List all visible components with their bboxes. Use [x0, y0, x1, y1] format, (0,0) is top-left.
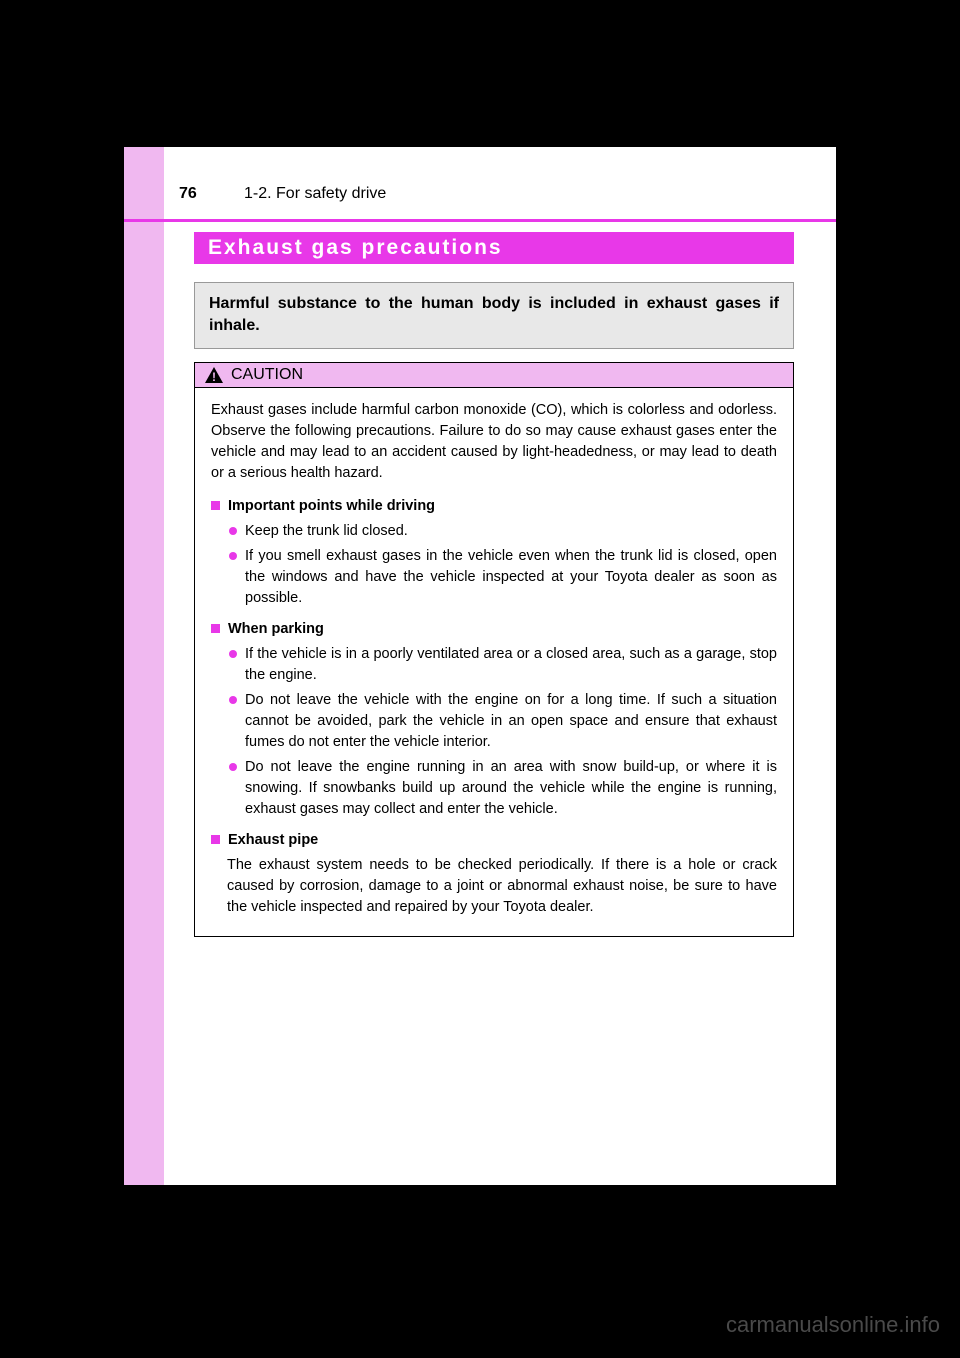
warning-icon: !: [205, 367, 223, 383]
section-exhaust-pipe: Exhaust pipe The exhaust system needs to…: [211, 830, 777, 918]
caution-box: ! CAUTION Exhaust gases include harmful …: [194, 362, 794, 937]
bullet-text: Do not leave the vehicle with the engine…: [245, 690, 777, 753]
watermark: carmanualsonline.info: [726, 1312, 940, 1338]
dot-bullet-icon: [229, 650, 237, 658]
square-bullet-icon: [211, 835, 220, 844]
bullet-text: Keep the trunk lid closed.: [245, 521, 777, 542]
svg-text:!: !: [212, 370, 216, 383]
section-parking: When parking If the vehicle is in a poor…: [211, 619, 777, 820]
section-title-text: When parking: [228, 619, 324, 640]
caution-label: CAUTION: [231, 366, 303, 384]
sidebar-tab: [124, 147, 164, 1185]
dot-bullet-icon: [229, 696, 237, 704]
bullet-item: Do not leave the vehicle with the engine…: [211, 690, 777, 753]
bullet-item: Do not leave the engine running in an ar…: [211, 757, 777, 820]
dot-bullet-icon: [229, 527, 237, 535]
caution-lead-text: Exhaust gases include harmful carbon mon…: [211, 400, 777, 484]
chapter-label: 1-2. For safety drive: [244, 185, 386, 203]
caution-body: Exhaust gases include harmful carbon mon…: [195, 388, 793, 936]
bullet-item: If you smell exhaust gases in the vehicl…: [211, 546, 777, 609]
bullet-item: If the vehicle is in a poorly ventilated…: [211, 644, 777, 686]
section-body-text: The exhaust system needs to be checked p…: [211, 855, 777, 918]
section-heading: Exhaust pipe: [211, 830, 777, 851]
bullet-item: Keep the trunk lid closed.: [211, 521, 777, 542]
manual-page: 76 1-2. For safety drive Exhaust gas pre…: [124, 147, 836, 1185]
header-rule: [124, 219, 836, 222]
dot-bullet-icon: [229, 763, 237, 771]
section-title: Exhaust gas precautions: [194, 232, 794, 264]
section-title-text: Important points while driving: [228, 496, 435, 517]
section-title-text: Exhaust pipe: [228, 830, 318, 851]
section-text: The exhaust system needs to be checked p…: [227, 855, 777, 918]
intro-box: Harmful substance to the human body is i…: [194, 282, 794, 349]
page-number: 76: [179, 185, 197, 203]
bullet-text: If the vehicle is in a poorly ventilated…: [245, 644, 777, 686]
bullet-text: If you smell exhaust gases in the vehicl…: [245, 546, 777, 609]
dot-bullet-icon: [229, 552, 237, 560]
section-driving: Important points while driving Keep the …: [211, 496, 777, 609]
section-heading: When parking: [211, 619, 777, 640]
bullet-text: Do not leave the engine running in an ar…: [245, 757, 777, 820]
caution-header: ! CAUTION: [195, 363, 793, 388]
square-bullet-icon: [211, 501, 220, 510]
square-bullet-icon: [211, 624, 220, 633]
section-heading: Important points while driving: [211, 496, 777, 517]
